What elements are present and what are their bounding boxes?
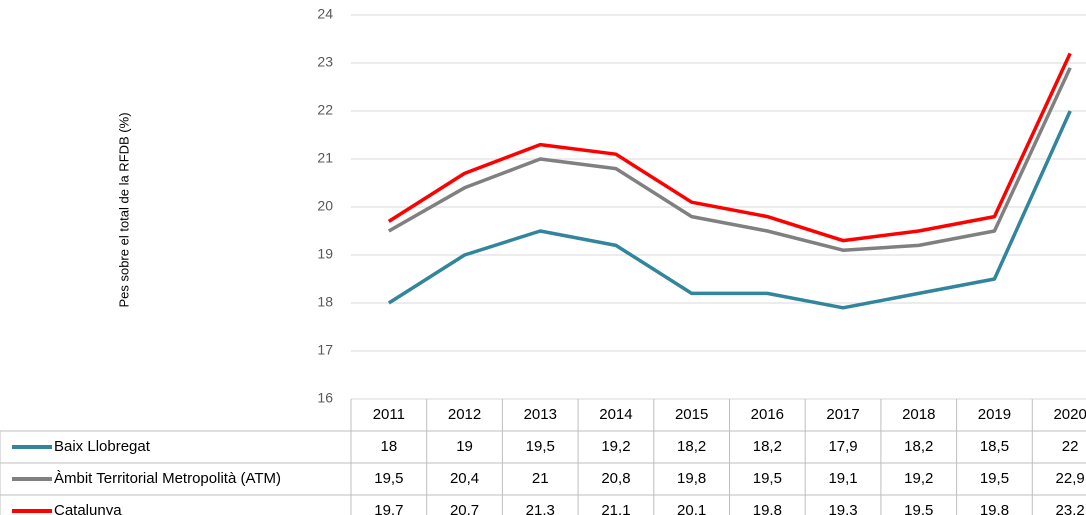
- data-label: 20,8: [601, 470, 630, 487]
- data-label: 18,2: [677, 438, 706, 455]
- y-axis-label: Pes sobre el total de la RFDB (%): [116, 112, 131, 307]
- y-tick-label: 17: [317, 342, 333, 358]
- table-header: 2018: [902, 406, 935, 423]
- data-label: 19,5: [374, 470, 403, 487]
- data-label: 20,1: [677, 502, 706, 515]
- y-tick-label: 16: [317, 390, 333, 406]
- data-label: 19,8: [753, 502, 782, 515]
- series-line: [387, 52, 1072, 243]
- table-header: 2014: [599, 406, 632, 423]
- data-label: 19,7: [374, 502, 403, 515]
- data-label: 18,5: [980, 438, 1009, 455]
- data-label: 19,5: [904, 502, 933, 515]
- table-header: 2015: [675, 406, 708, 423]
- y-tick-label: 19: [317, 246, 333, 262]
- data-label: 19,2: [601, 438, 630, 455]
- y-tick-label: 23: [317, 54, 333, 70]
- table-header: 2017: [826, 406, 859, 423]
- y-tick-label: 24: [317, 6, 333, 22]
- data-label: 18,2: [904, 438, 933, 455]
- data-label: 17,9: [828, 438, 857, 455]
- data-label: 19,5: [753, 470, 782, 487]
- data-label: 18: [381, 438, 398, 455]
- data-label: 20,7: [450, 502, 479, 515]
- series-line: [387, 67, 1072, 252]
- data-label: 19: [456, 438, 473, 455]
- data-label: 22: [1062, 438, 1079, 455]
- y-tick-label: 21: [317, 150, 333, 166]
- legend-label: Àmbit Territorial Metropolità (ATM): [54, 470, 281, 487]
- table-header: 2012: [448, 406, 481, 423]
- data-label: 19,1: [828, 470, 857, 487]
- data-label: 19,5: [526, 438, 555, 455]
- legend-label: Baix Llobregat: [54, 438, 151, 455]
- legend-label: Catalunya: [54, 502, 122, 515]
- y-tick-label: 18: [317, 294, 333, 310]
- data-label: 19,2: [904, 470, 933, 487]
- data-label: 21,1: [601, 502, 630, 515]
- data-label: 19,5: [980, 470, 1009, 487]
- data-label: 19,8: [677, 470, 706, 487]
- table-header: 2013: [524, 406, 557, 423]
- table-header: 2020: [1053, 406, 1086, 423]
- data-label: 19,8: [980, 502, 1009, 515]
- series-line: [387, 110, 1072, 310]
- data-label: 19,3: [828, 502, 857, 515]
- data-label: 21: [532, 470, 549, 487]
- data-label: 22,9: [1056, 470, 1085, 487]
- data-label: 23,2: [1056, 502, 1085, 515]
- data-label: 21,3: [526, 502, 555, 515]
- data-label: 20,4: [450, 470, 479, 487]
- table-header: 2011: [373, 406, 405, 423]
- table-header: 2016: [751, 406, 784, 423]
- data-label: 18,2: [753, 438, 782, 455]
- table-header: 2019: [978, 406, 1011, 423]
- y-tick-label: 22: [317, 102, 333, 118]
- y-tick-label: 20: [317, 198, 333, 214]
